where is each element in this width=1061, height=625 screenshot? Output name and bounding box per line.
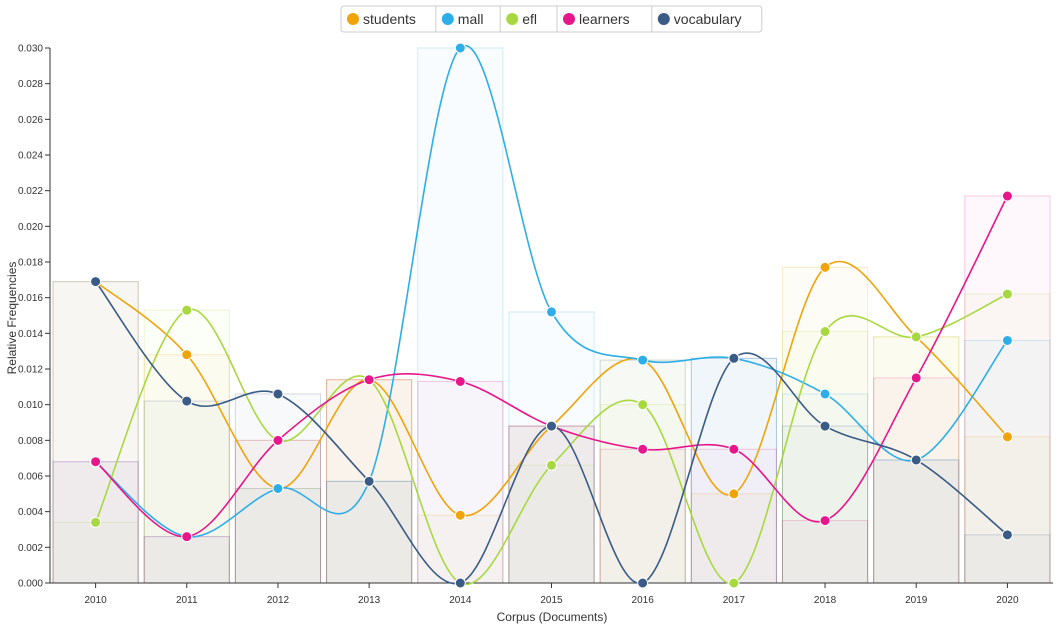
point-learners-2012[interactable] [272, 434, 284, 446]
legend-swatch-efl [506, 13, 519, 25]
point-mall-2015[interactable] [546, 306, 557, 318]
legend-item-students[interactable]: students [347, 11, 416, 27]
point-efl-2020[interactable] [1001, 288, 1013, 300]
point-efl-2016[interactable] [637, 399, 649, 411]
legend-item-vocabulary[interactable]: vocabulary [657, 11, 742, 27]
bar-vocabulary-2011 [143, 400, 230, 584]
x-tick-label: 2020 [996, 595, 1019, 606]
legend-swatch-learners [563, 13, 575, 25]
x-tick-label: 2011 [176, 595, 198, 606]
point-learners-2018[interactable] [819, 515, 831, 527]
point-mall-2014[interactable] [454, 42, 466, 54]
bar-vocabulary-2020 [964, 534, 1051, 584]
y-tick-label: 0.008 [18, 436, 43, 447]
legend-swatch-students [347, 13, 359, 25]
x-tick-label: 2016 [632, 595, 655, 606]
point-efl-2010[interactable] [90, 516, 102, 528]
point-vocabulary-2014[interactable] [454, 577, 466, 589]
y-tick-label: 0.000 [18, 579, 43, 590]
legend[interactable]: students mall efl learners vocabulary [340, 5, 763, 33]
point-mall-2020[interactable] [1001, 334, 1013, 346]
point-learners-2013[interactable] [363, 374, 375, 386]
point-learners-2016[interactable] [637, 443, 649, 455]
point-vocabulary-2011[interactable] [181, 395, 193, 407]
x-tick-label: 2018 [814, 595, 837, 606]
legend-label-vocabulary: vocabulary [674, 11, 742, 27]
point-learners-2019[interactable] [910, 372, 922, 384]
point-vocabulary-2018[interactable] [819, 420, 831, 432]
bar-vocabulary-2015 [508, 425, 595, 584]
y-tick-label: 0.026 [18, 115, 43, 126]
point-efl-2017[interactable] [728, 577, 740, 589]
bar-vocabulary-2019 [873, 459, 960, 584]
y-tick-label: 0.012 [18, 365, 43, 376]
point-students-2017[interactable] [728, 488, 740, 500]
points-layer [90, 42, 1013, 589]
y-tick-label: 0.004 [18, 507, 43, 518]
point-students-2020[interactable] [1001, 431, 1013, 443]
point-vocabulary-2015[interactable] [546, 420, 557, 432]
point-learners-2014[interactable] [454, 375, 466, 387]
point-students-2011[interactable] [181, 349, 193, 361]
y-tick-label: 0.014 [18, 329, 43, 340]
point-efl-2019[interactable] [910, 331, 922, 343]
point-vocabulary-2012[interactable] [272, 388, 284, 400]
y-tick-label: 0.030 [18, 44, 43, 55]
y-tick-label: 0.010 [18, 400, 43, 411]
bar-learners-2016 [599, 448, 686, 584]
point-vocabulary-2020[interactable] [1001, 529, 1013, 541]
legend-swatch-vocabulary [657, 13, 670, 25]
y-tick-label: 0.002 [18, 543, 43, 554]
point-learners-2011[interactable] [181, 531, 193, 543]
legend-item-mall[interactable]: mall [441, 11, 484, 27]
x-axis-title: Corpus (Documents) [497, 610, 608, 624]
legend-label-mall: mall [458, 11, 484, 27]
point-learners-2017[interactable] [728, 443, 740, 455]
point-mall-2016[interactable] [637, 354, 649, 366]
y-tick-label: 0.020 [18, 222, 43, 233]
x-tick-label: 2013 [358, 595, 381, 606]
point-efl-2015[interactable] [546, 459, 557, 471]
point-students-2018[interactable] [819, 261, 831, 273]
legend-label-students: students [363, 11, 416, 27]
legend-box [340, 5, 763, 33]
legend-label-learners: learners [579, 11, 630, 27]
point-vocabulary-2017[interactable] [728, 352, 740, 364]
legend-item-learners[interactable]: learners [563, 11, 630, 27]
y-tick-label: 0.018 [18, 258, 43, 269]
y-axis-title: Relative Frequencies [5, 262, 19, 375]
x-tick-label: 2015 [540, 595, 563, 606]
y-tick-label: 0.022 [18, 186, 43, 197]
point-mall-2018[interactable] [819, 388, 831, 400]
point-vocabulary-2010[interactable] [90, 276, 102, 288]
y-tick-label: 0.016 [18, 293, 43, 304]
y-tick-label: 0.024 [18, 151, 43, 162]
legend-swatch-mall [441, 13, 454, 25]
y-tick-label: 0.006 [18, 472, 43, 483]
point-students-2014[interactable] [454, 509, 466, 521]
legend-label-efl: efl [522, 11, 537, 27]
point-vocabulary-2019[interactable] [910, 454, 922, 466]
point-vocabulary-2013[interactable] [363, 475, 375, 487]
y-tick-label: 0.028 [18, 79, 43, 90]
x-tick-label: 2017 [723, 595, 746, 606]
axes-layer: Relative Frequencies Corpus (Documents) … [5, 44, 1053, 624]
point-efl-2018[interactable] [819, 326, 831, 338]
legend-item-efl[interactable]: efl [506, 11, 537, 27]
x-tick-label: 2010 [84, 595, 107, 606]
point-learners-2020[interactable] [1001, 190, 1013, 202]
point-mall-2012[interactable] [272, 482, 284, 494]
point-efl-2011[interactable] [181, 304, 193, 316]
bar-learners-2014 [417, 380, 504, 584]
x-tick-label: 2012 [267, 595, 290, 606]
bar-vocabulary-2018 [781, 425, 869, 584]
point-vocabulary-2016[interactable] [637, 577, 649, 589]
x-tick-label: 2014 [449, 595, 472, 606]
bar-vocabulary-2013 [326, 480, 413, 584]
series-line-learners [95, 195, 1009, 538]
x-tick-label: 2019 [905, 595, 928, 606]
point-learners-2010[interactable] [90, 456, 102, 468]
